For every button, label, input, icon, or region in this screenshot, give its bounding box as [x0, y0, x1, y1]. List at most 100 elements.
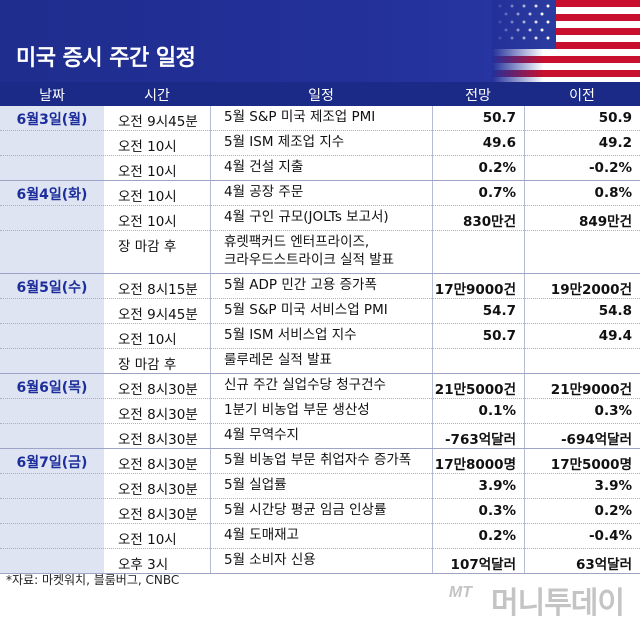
column-divider [524, 374, 525, 448]
column-header-event: 일정 [308, 88, 334, 104]
table-row: 오전 8시30분 4월 무역수지 -763억달러 -694억달러 [0, 423, 640, 448]
event-text: 4월 무역수지 [224, 427, 299, 443]
previous-cell: 17만5000명 [550, 457, 632, 473]
previous-cell: 21만9000건 [550, 382, 632, 398]
previous-cell: 3.9% [594, 478, 632, 494]
previous-cell: 49.4 [598, 328, 632, 344]
event-text: 룰루레몬 실적 발표 [224, 352, 332, 368]
event-cell: 5월 ADP 민간 고용 증가폭 [224, 276, 377, 294]
event-cell: 룰루레몬 실적 발표 [224, 351, 332, 369]
previous-cell: 50.9 [598, 110, 632, 126]
previous-cell: 0.3% [594, 403, 632, 419]
forecast-cell: 50.7 [482, 328, 516, 344]
time-cell: 오전 10시 [118, 532, 177, 548]
event-text: 5월 ADP 민간 고용 증가폭 [224, 277, 377, 293]
table-row: 장 마감 후 룰루레몬 실적 발표 [0, 348, 640, 373]
event-cell: 5월 실업률 [224, 476, 287, 494]
header-banner: 미국 증시 주간 일정 [0, 0, 640, 82]
event-cell: 5월 소비자 신용 [224, 551, 316, 569]
column-divider [432, 374, 433, 448]
previous-cell: -694억달러 [560, 432, 632, 448]
forecast-cell: 0.3% [478, 503, 516, 519]
time-cell: 오전 10시 [118, 164, 177, 180]
event-text: 4월 구인 규모(JOLTs 보고서) [224, 209, 389, 225]
day-label: 6월6일(목) [0, 374, 104, 448]
time-cell: 오전 8시30분 [118, 482, 198, 498]
event-text: 1분기 비농업 부문 생산성 [224, 402, 370, 418]
day-group: 6월6일(목) 오전 8시30분 신규 주간 실업수당 청구건수 21만5000건 21… [0, 374, 640, 449]
table-row: 오전 8시30분 5월 시간당 평균 임금 인상률 0.3% 0.2% [0, 498, 640, 523]
table-row: 오전 9시45분 5월 S&P 미국 제조업 PMI 50.7 50.9 [0, 106, 640, 130]
table-row: 오전 10시 4월 구인 규모(JOLTs 보고서) 830만건 849만건 [0, 205, 640, 230]
forecast-cell: -763억달러 [444, 432, 516, 448]
publisher-logo: 머니투데이 [491, 587, 625, 620]
day-label: 6월7일(금) [0, 449, 104, 573]
time-cell: 오전 9시45분 [118, 307, 198, 323]
time-cell: 오전 8시30분 [118, 382, 198, 398]
event-cell: 휴렛팩커드 엔터프라이즈, 크라우드스트라이크 실적 발표 [224, 233, 394, 269]
schedule-table: 6월3일(월) 오전 9시45분 5월 S&P 미국 제조업 PMI 50.7 50.9… [0, 106, 640, 574]
time-cell: 오후 3시 [118, 557, 169, 573]
event-cell: 4월 건설 지출 [224, 158, 303, 176]
forecast-cell: 0.7% [478, 185, 516, 201]
event-text: 5월 비농업 부문 취업자수 증가폭 [224, 452, 412, 468]
forecast-cell: 50.7 [482, 110, 516, 126]
column-divider [432, 181, 433, 273]
event-text: 휴렛팩커드 엔터프라이즈, [224, 234, 370, 250]
table-row: 오전 10시 4월 건설 지출 0.2% -0.2% [0, 155, 640, 180]
event-cell: 5월 S&P 미국 서비스업 PMI [224, 301, 388, 319]
forecast-cell: 54.7 [482, 303, 516, 319]
table-row: 오전 8시30분 1분기 비농업 부문 생산성 0.1% 0.3% [0, 398, 640, 423]
event-cell: 5월 S&P 미국 제조업 PMI [224, 108, 375, 126]
table-row: 오전 10시 5월 ISM 서비스업 지수 50.7 49.4 [0, 323, 640, 348]
column-header-previous: 이전 [569, 88, 595, 104]
us-flag-icon [492, 0, 640, 82]
column-divider [210, 106, 211, 180]
previous-cell: 19만2000건 [550, 282, 632, 298]
table-row: 오전 10시 4월 공장 주문 0.7% 0.8% [0, 181, 640, 205]
column-header-time: 시간 [144, 88, 170, 104]
event-cell: 5월 시간당 평균 임금 인상률 [224, 501, 386, 519]
day-group: 6월4일(화) 오전 10시 4월 공장 주문 0.7% 0.8% 오전 10시 4월 구인… [0, 181, 640, 274]
column-divider [432, 449, 433, 573]
event-text: 5월 실업률 [224, 477, 287, 493]
previous-cell: 0.8% [594, 185, 632, 201]
day-group: 6월3일(월) 오전 9시45분 5월 S&P 미국 제조업 PMI 50.7 50.9… [0, 106, 640, 181]
forecast-cell: 107억달러 [450, 557, 516, 573]
event-text: 4월 건설 지출 [224, 159, 304, 175]
column-divider [210, 181, 211, 273]
day-label: 6월4일(화) [0, 181, 104, 273]
forecast-cell: 3.9% [478, 478, 516, 494]
time-cell: 오전 8시30분 [118, 457, 198, 473]
time-cell: 오전 8시30분 [118, 507, 198, 523]
forecast-cell: 21만5000건 [434, 382, 516, 398]
event-text-line2: 크라우드스트라이크 실적 발표 [224, 252, 395, 268]
event-cell: 신규 주간 실업수당 청구건수 [224, 376, 386, 394]
table-row: 오전 9시45분 5월 S&P 미국 서비스업 PMI 54.7 54.8 [0, 298, 640, 323]
event-text: 5월 소비자 신용 [224, 552, 316, 568]
table-row: 오전 10시 5월 ISM 제조업 지수 49.6 49.2 [0, 130, 640, 155]
publisher-logo-mark: MT [448, 584, 472, 601]
day-group: 6월5일(수) 오전 8시15분 5월 ADP 민간 고용 증가폭 17만9000건 1… [0, 274, 640, 374]
time-cell: 오전 10시 [118, 214, 177, 230]
time-cell: 오전 10시 [118, 139, 177, 155]
event-cell: 1분기 비농업 부문 생산성 [224, 401, 370, 419]
previous-cell: 49.2 [598, 135, 632, 151]
forecast-cell: 0.2% [478, 528, 516, 544]
source-note: *자료: 마켓워치, 블룸버그, CNBC [6, 573, 180, 587]
event-cell: 5월 ISM 서비스업 지수 [224, 326, 357, 344]
time-cell: 장 마감 후 [118, 239, 177, 255]
table-row: 오후 3시 5월 소비자 신용 107억달러 63억달러 [0, 548, 640, 573]
table-row: 오전 8시30분 신규 주간 실업수당 청구건수 21만5000건 21만9000건 [0, 374, 640, 398]
forecast-cell: 0.1% [478, 403, 516, 419]
time-cell: 오전 10시 [118, 189, 177, 205]
column-divider [524, 106, 525, 180]
event-text: 5월 S&P 미국 서비스업 PMI [224, 302, 388, 318]
event-cell: 4월 도매재고 [224, 526, 299, 544]
forecast-cell: 49.6 [482, 135, 516, 151]
column-divider [432, 106, 433, 180]
event-text: 5월 S&P 미국 제조업 PMI [224, 109, 376, 125]
table-row: 오전 8시15분 5월 ADP 민간 고용 증가폭 17만9000건 19만2000건 [0, 274, 640, 298]
column-divider [524, 181, 525, 273]
day-group: 6월7일(금) 오전 8시30분 5월 비농업 부문 취업자수 증가폭 17만8000… [0, 449, 640, 574]
